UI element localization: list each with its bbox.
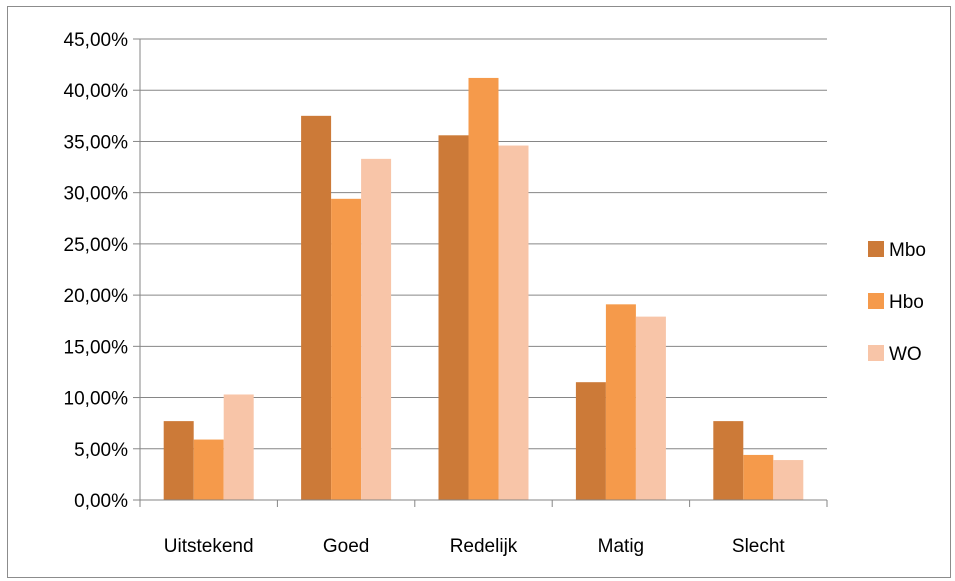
y-tick-label: 40,00% [64, 81, 129, 102]
bar-hbo-slecht [743, 454, 774, 500]
bar-mbo-matig [575, 382, 606, 500]
bars [163, 77, 804, 501]
y-tick-label: 20,00% [64, 286, 129, 307]
bar-hbo-goed [331, 198, 362, 500]
bar-wo-goed [361, 158, 392, 501]
legend-label-wo: WO [889, 344, 922, 365]
y-axis-tick-labels: 0,00% 5,00% 10,00% 15,00% 20,00% 25,00% 30,00%… [64, 30, 129, 512]
bar-mbo-slecht [713, 421, 744, 500]
y-tick-label: 35,00% [64, 132, 129, 153]
legend-swatch-wo [868, 345, 884, 361]
y-tick-label: 25,00% [64, 235, 129, 256]
y-tick-label: 30,00% [64, 184, 129, 205]
y-tick-label: 45,00% [64, 30, 129, 51]
y-tick-label: 10,00% [64, 389, 129, 410]
bar-wo-redelijk [498, 145, 529, 500]
x-axis-tick-labels: Uitstekend Goed Redelijk Matig Slecht [164, 536, 786, 557]
x-tick-label: Uitstekend [164, 536, 254, 557]
y-tick-label: 0,00% [74, 491, 128, 512]
x-tick-label: Redelijk [450, 536, 518, 557]
legend-swatch-hbo [868, 293, 884, 309]
x-tick-label: Goed [323, 536, 369, 557]
bar-mbo-redelijk [438, 135, 469, 500]
legend-label-mbo: Mbo [889, 240, 926, 261]
bar-wo-slecht [773, 460, 804, 500]
bar-hbo-redelijk [468, 77, 499, 500]
bar-hbo-uitstekend [193, 439, 224, 500]
axes [133, 38, 828, 507]
bar-mbo-uitstekend [163, 421, 194, 500]
y-tick-label: 15,00% [64, 337, 129, 358]
bar-mbo-goed [301, 115, 332, 500]
bar-hbo-matig [605, 304, 636, 500]
legend-label-hbo: Hbo [889, 292, 924, 313]
bar-wo-matig [635, 316, 666, 500]
legend-swatch-mbo [868, 241, 884, 257]
legend: Mbo Hbo WO [868, 240, 926, 365]
y-tick-label: 5,00% [74, 440, 128, 461]
x-tick-label: Slecht [732, 536, 786, 557]
x-tick-label: Matig [598, 536, 644, 557]
bar-wo-uitstekend [223, 394, 254, 500]
